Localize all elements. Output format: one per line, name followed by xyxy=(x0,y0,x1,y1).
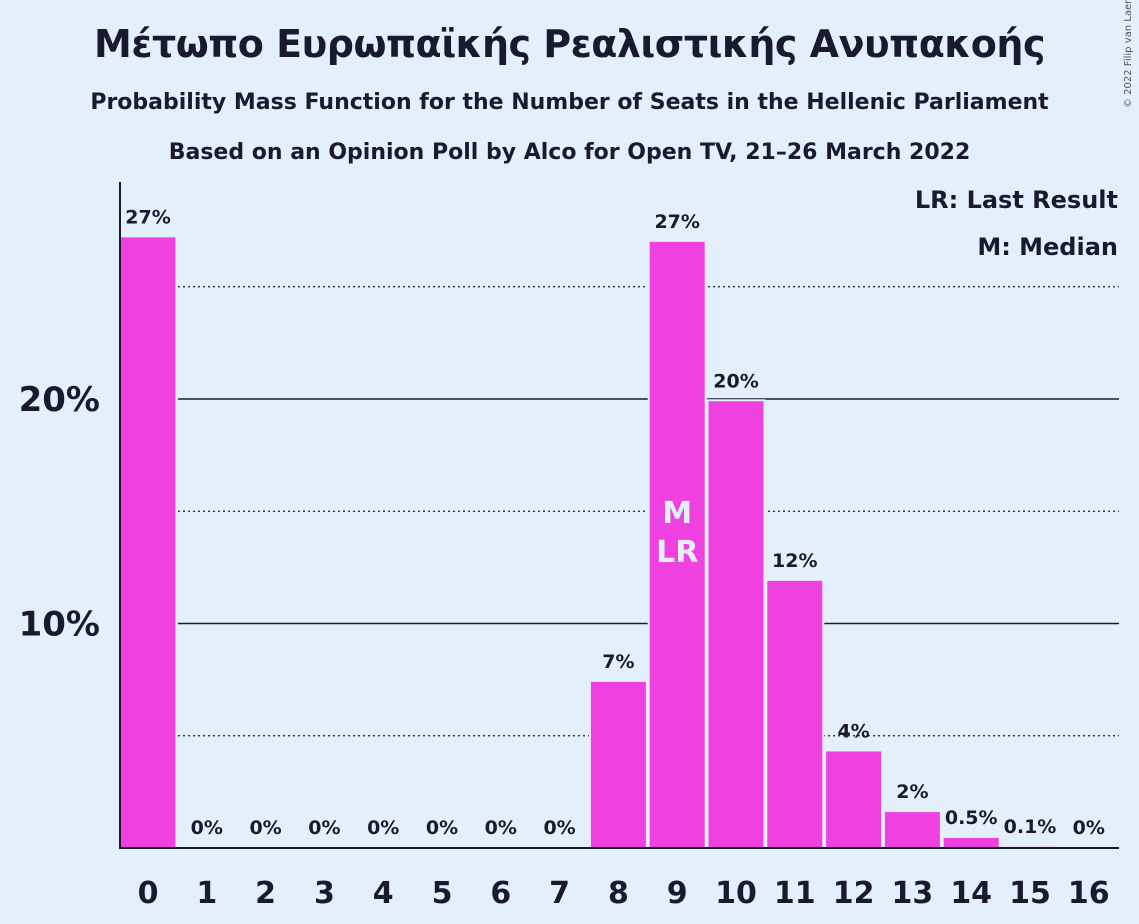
x-tick-label: 3 xyxy=(314,876,335,911)
y-tick-label: 20% xyxy=(19,380,100,420)
legend-median: M: Median xyxy=(977,233,1118,261)
chart-title: Μέτωπο Ευρωπαϊκής Ρεαλιστικής Ανυπακοής xyxy=(94,22,1045,66)
bar xyxy=(590,681,646,848)
data-label: 0% xyxy=(249,817,281,839)
x-tick-label: 14 xyxy=(950,876,992,911)
data-label: 0% xyxy=(191,817,223,839)
data-label: 0% xyxy=(1073,817,1105,839)
bar xyxy=(649,241,705,848)
bar xyxy=(943,837,999,848)
x-tick-label: 0 xyxy=(138,876,159,911)
legend-last-result: LR: Last Result xyxy=(914,186,1118,214)
x-tick-label: 6 xyxy=(490,876,511,911)
bar-halo xyxy=(1000,844,1060,848)
x-tick-label: 16 xyxy=(1068,876,1110,911)
data-label: 0% xyxy=(485,817,517,839)
x-tick-label: 4 xyxy=(373,876,394,911)
chart-subtitle: Probability Mass Function for the Number… xyxy=(90,90,1049,115)
x-tick-label: 8 xyxy=(608,876,629,911)
x-tick-label: 7 xyxy=(549,876,570,911)
y-tick-label: 10% xyxy=(19,605,100,645)
data-label: 0.1% xyxy=(1004,816,1057,838)
bar xyxy=(120,237,176,848)
data-label: 0.5% xyxy=(945,807,998,829)
bar xyxy=(826,751,882,848)
x-tick-label: 12 xyxy=(833,876,875,911)
bar xyxy=(767,580,823,848)
last-result-marker: LR xyxy=(656,535,698,570)
x-tick-label: 1 xyxy=(196,876,217,911)
data-label: 20% xyxy=(713,370,758,392)
bar-layer xyxy=(118,235,1060,848)
x-tick-label: 13 xyxy=(892,876,934,911)
label-layer: 10%20%27%00%10%20%30%40%50%60%77%827%9ML… xyxy=(19,206,1110,911)
data-label: 0% xyxy=(543,817,575,839)
x-tick-label: 15 xyxy=(1009,876,1051,911)
bar xyxy=(884,812,940,848)
data-label: 27% xyxy=(125,206,170,228)
data-label: 0% xyxy=(308,817,340,839)
data-label: 0% xyxy=(426,817,458,839)
data-label: 2% xyxy=(896,781,928,803)
bar xyxy=(708,401,764,848)
x-tick-label: 2 xyxy=(255,876,276,911)
data-label: 4% xyxy=(837,720,869,742)
chart-source-line: Based on an Opinion Poll by Alco for Ope… xyxy=(168,140,971,165)
x-tick-label: 11 xyxy=(774,876,816,911)
data-label: 7% xyxy=(602,651,634,673)
x-tick-label: 10 xyxy=(715,876,757,911)
data-label: 27% xyxy=(654,211,699,233)
data-label: 0% xyxy=(367,817,399,839)
data-label: 12% xyxy=(772,550,817,572)
x-tick-label: 5 xyxy=(432,876,453,911)
median-marker: M xyxy=(662,496,692,531)
x-tick-label: 9 xyxy=(667,876,688,911)
